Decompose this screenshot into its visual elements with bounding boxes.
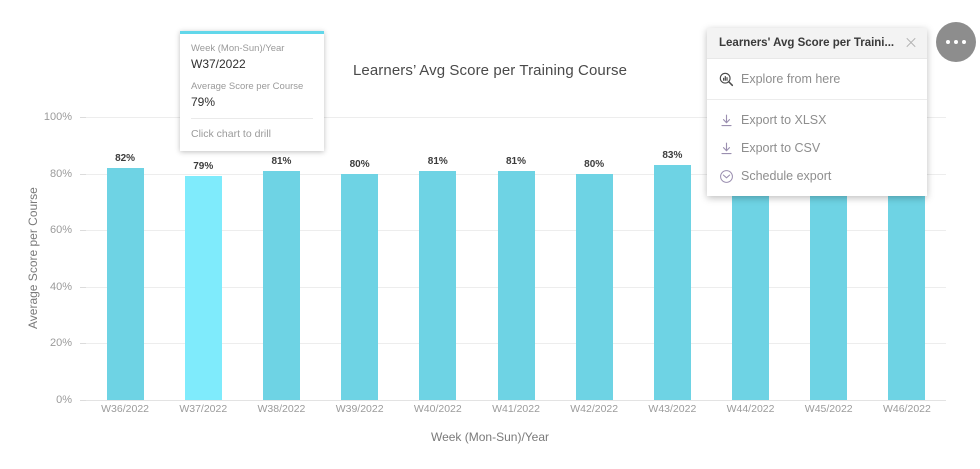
bar[interactable] <box>341 173 379 400</box>
plot-area[interactable] <box>86 117 946 401</box>
dot-icon <box>954 40 958 44</box>
context-menu-title: Learners' Avg Score per Traini... <box>719 37 895 49</box>
bar-value-label: 81% <box>271 155 292 167</box>
bar[interactable] <box>575 173 613 400</box>
bar-value-label: 81% <box>505 155 526 167</box>
context-menu-items[interactable]: Explore from here Export to XLSX Export to… <box>707 59 927 196</box>
x-axis-tick-label: W41/2022 <box>492 403 540 415</box>
bar-value-label: 83% <box>662 150 683 162</box>
context-menu[interactable]: Learners' Avg Score per Traini... Explor… <box>707 28 927 196</box>
x-axis-tick-label: W37/2022 <box>179 403 228 415</box>
y-axis-tick-mark <box>80 343 86 345</box>
bar[interactable] <box>419 170 457 400</box>
bar-value-label: 79% <box>193 161 214 173</box>
y-axis-title: Average Score per Course <box>26 186 40 329</box>
tooltip-value-category: W37/2022 <box>191 57 246 71</box>
bar[interactable] <box>262 170 300 400</box>
x-axis-tick-label: W38/2022 <box>257 403 306 415</box>
context-menu-group: Export to XLSX Export to CSV Schedule expo… <box>707 99 927 196</box>
page-title: Learners’ Avg Score per Training Course <box>352 62 628 79</box>
more-options-button[interactable] <box>936 22 976 62</box>
dot-icon <box>962 40 966 44</box>
menu-item-label: Export to CSV <box>741 141 821 155</box>
bar[interactable] <box>184 176 222 400</box>
menu-item-export-to-csv[interactable]: Export to CSV <box>707 134 927 162</box>
y-axis-tick-mark <box>80 400 86 401</box>
menu-item-export-to-xlsx[interactable]: Export to XLSX <box>707 106 927 134</box>
y-axis-tick-mark <box>80 286 86 288</box>
menu-item-explore-from-here[interactable]: Explore from here <box>707 65 927 93</box>
bar-value-label: 80% <box>584 158 605 170</box>
download-icon <box>719 141 741 156</box>
close-icon[interactable] <box>903 35 919 51</box>
bar[interactable] <box>653 165 691 400</box>
x-axis-tick-label: W45/2022 <box>804 403 853 415</box>
context-menu-group: Explore from here <box>707 59 927 99</box>
y-axis-tick-mark <box>80 173 86 175</box>
bar-value-label: 81% <box>427 155 448 167</box>
x-axis-tick-label: W40/2022 <box>413 403 462 415</box>
tooltip-value-measure: 79% <box>191 95 216 109</box>
bar-value-label: 82% <box>115 152 136 164</box>
menu-item-schedule-export[interactable]: Schedule export <box>707 162 927 190</box>
y-axis-tick-label: 60% <box>49 224 72 237</box>
x-axis-tick-label: W39/2022 <box>335 403 384 415</box>
x-axis-tick-label: W43/2022 <box>648 403 697 415</box>
bar[interactable] <box>888 170 926 400</box>
y-axis-tick-label: 20% <box>49 337 72 350</box>
menu-item-label: Schedule export <box>741 169 832 183</box>
chart-tooltip: Week (Mon-Sun)/Year W37/2022 Average Sco… <box>180 31 324 151</box>
y-axis-tick-label: 40% <box>49 280 72 293</box>
x-axis-tick-label: W46/2022 <box>882 403 931 415</box>
y-axis-tick-label: 100% <box>43 111 72 123</box>
y-axis-tick-label: 80% <box>49 167 72 180</box>
x-axis-tick-label: W42/2022 <box>570 403 619 415</box>
tooltip-key-category: Week (Mon-Sun)/Year <box>191 43 285 54</box>
bar[interactable] <box>732 170 770 400</box>
download-icon <box>719 113 741 128</box>
dot-icon <box>946 40 950 44</box>
explore-icon <box>719 72 741 87</box>
menu-item-label: Explore from here <box>741 72 841 86</box>
clock-icon <box>719 169 741 184</box>
y-axis-tick-label: 0% <box>56 394 72 406</box>
tooltip-row-category: Week (Mon-Sun)/Year W37/2022 <box>180 34 324 80</box>
x-axis-tick-label: W36/2022 <box>101 403 150 415</box>
tooltip-divider <box>191 118 313 119</box>
bar[interactable] <box>106 167 144 400</box>
bar-value-label: 80% <box>349 158 370 170</box>
tooltip-row-measure: Average Score per Course 79% <box>180 80 324 118</box>
tooltip-hint: Click chart to drill <box>191 128 271 140</box>
bar[interactable] <box>810 170 848 400</box>
y-axis-tick-mark <box>80 117 86 118</box>
axis-baseline <box>86 400 946 401</box>
x-axis-tick-label: W44/2022 <box>726 403 775 415</box>
context-menu-header: Learners' Avg Score per Traini... <box>707 28 927 59</box>
tooltip-key-measure: Average Score per Course <box>191 81 304 92</box>
x-axis-title: Week (Mon-Sun)/Year <box>430 430 550 444</box>
y-axis-tick-mark <box>80 230 86 232</box>
menu-item-label: Export to XLSX <box>741 113 827 127</box>
bar[interactable] <box>497 170 535 400</box>
gridline <box>86 117 946 118</box>
